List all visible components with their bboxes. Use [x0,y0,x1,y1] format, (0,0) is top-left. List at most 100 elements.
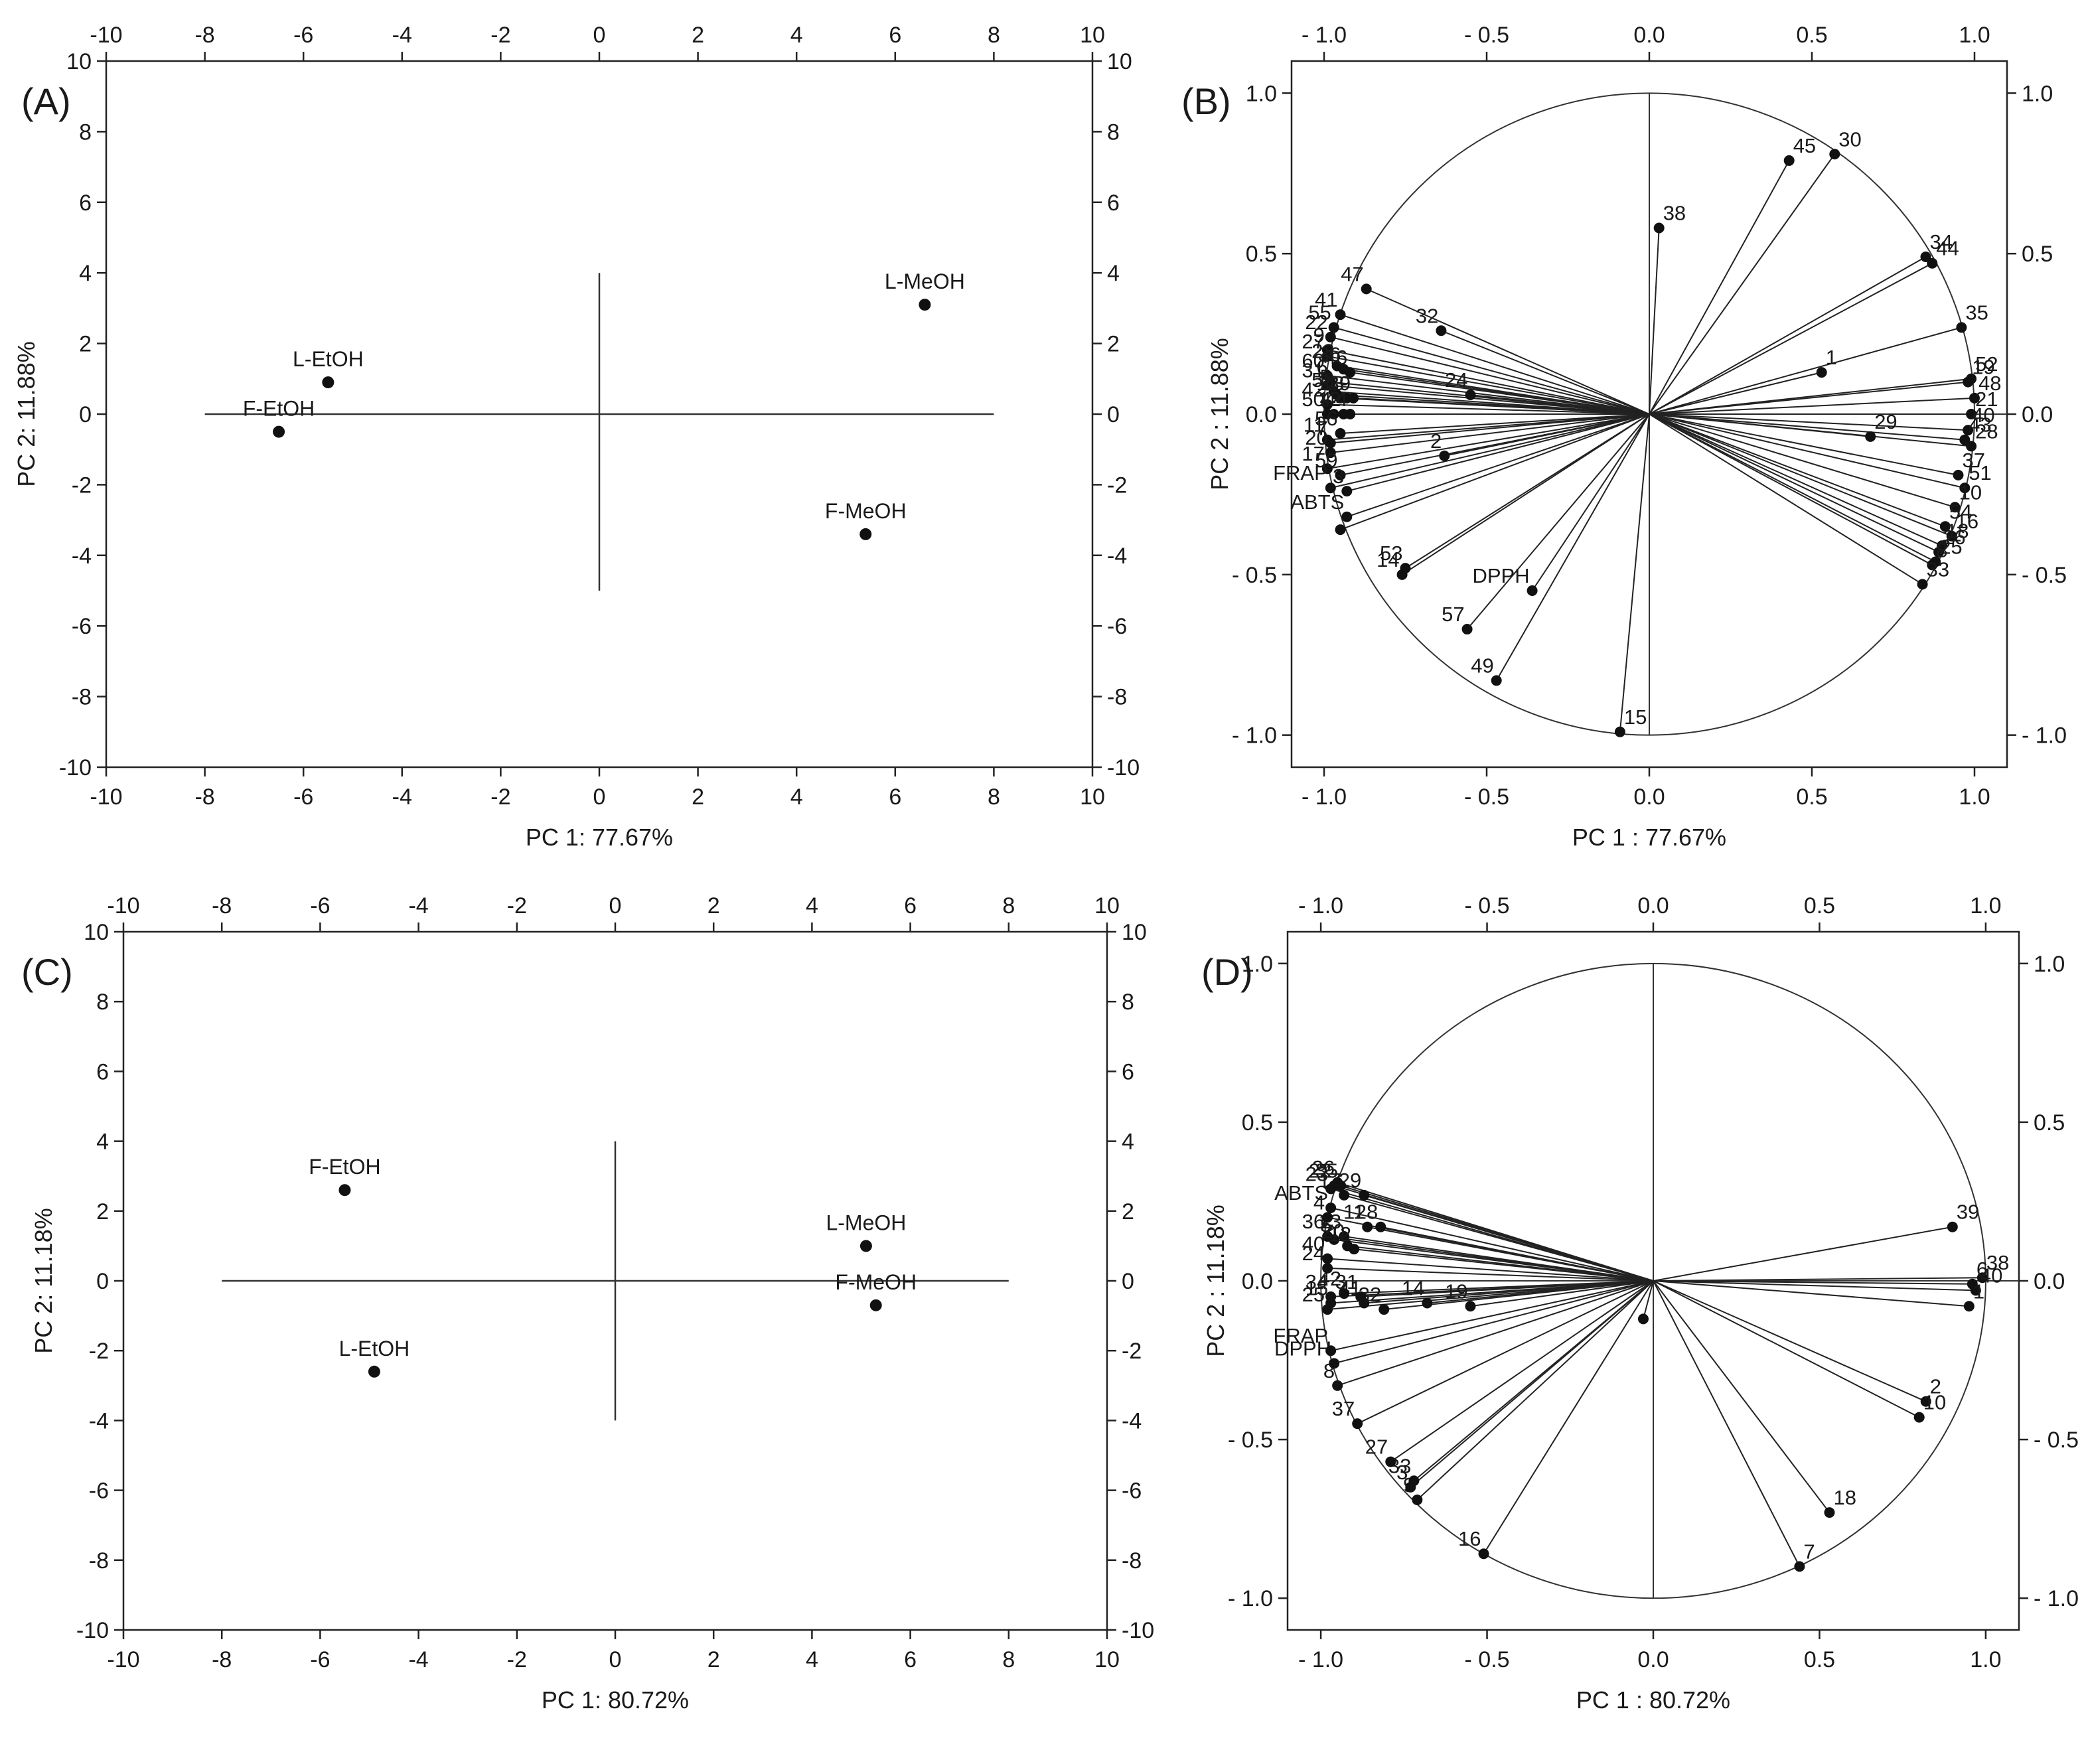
loading-point [1927,257,1938,269]
loading-vector [1649,413,1965,489]
loading-point-label: 19 [1972,356,1994,379]
x-tick-label-top: 0.5 [1796,23,1827,48]
loading-vector [1330,413,1650,454]
loading-point-label: 40 [1972,404,1994,427]
y-tick-label-right: 2 [1122,1199,1134,1224]
loading-vector [1333,327,1650,415]
x-tick-label-bottom: -6 [310,1647,330,1672]
loading-point [1865,431,1876,442]
score-point-label: F-MeOH [835,1270,917,1294]
loading-vector [1330,1188,1654,1282]
loading-vector [1327,384,1650,415]
score-point [322,376,335,389]
x-tick-label-bottom: 10 [1080,784,1105,810]
x-tick-label-top: 0.5 [1804,893,1835,919]
x-tick-label-bottom: 0.0 [1633,784,1665,810]
loading-point [1439,450,1450,461]
y-tick-label-right: 6 [1122,1059,1134,1084]
loading-point [1412,1494,1423,1505]
y-tick-label-right: 8 [1107,119,1120,145]
x-tick-label-top: 0.0 [1633,23,1665,48]
loading-point [1339,1288,1350,1299]
loading-vector [1357,1280,1654,1425]
x-tick-label-top: 2 [708,893,720,919]
x-tick-label-bottom: 6 [904,1647,917,1672]
x-tick-label-top: -4 [392,23,412,48]
loading-point-label: 24 [1302,1242,1325,1265]
x-tick-label-top: 4 [790,23,803,48]
y-axis-title: PC 2 : 11.18% [1202,1205,1229,1357]
loading-point-label: 38 [1663,201,1686,224]
loading-point [1824,1507,1835,1518]
loading-point-label: 49 [1471,654,1493,677]
loading-point-label: 15 [1624,705,1647,729]
loading-point [1335,309,1346,321]
score-point-label: L-EtOH [293,347,364,371]
loading-point-label: 42 [1302,378,1324,401]
loading-point [1322,1262,1333,1274]
loading-point [1321,350,1333,362]
loading-point-label: 48 [1978,372,2001,395]
score-point-label: F-EtOH [243,397,315,421]
y-tick-label-left: -2 [72,473,92,498]
y-tick-label-right: -2 [1122,1339,1142,1364]
x-tick-label-bottom: -8 [194,784,214,810]
loading-point [1375,1221,1386,1232]
loading-vector [1354,1248,1654,1282]
loading-vector [1649,262,1933,415]
loading-point [1335,524,1346,536]
loading-point [1966,373,1977,384]
loading-vector [1649,397,1975,415]
y-tick-label-right: 10 [1122,920,1147,945]
loading-point-label: 22 [1305,311,1327,334]
loading-vector [1483,1280,1654,1554]
y-tick-label-left: 6 [79,190,92,216]
loading-vector [1649,256,1926,415]
y-tick-label-right: 1.0 [2022,81,2053,106]
loading-point-label: 3 [1333,465,1344,488]
x-tick-label-top: 8 [988,23,1000,48]
loading-point [1322,1253,1333,1264]
loading-point-label: 43 [1969,413,1991,437]
loading-point [1478,1548,1489,1560]
loading-point-label: 52 [1975,352,1998,376]
x-axis-title: PC 1: 80.72% [542,1686,689,1714]
loading-point-label: 35 [1315,1159,1338,1183]
loading-point-label: 58 [1311,368,1334,392]
y-axis-title: PC 2 : 11.88% [1206,338,1233,490]
loading-vector [1353,397,1650,415]
x-tick-label-bottom: -10 [90,784,122,810]
loading-point [1653,222,1665,234]
loading-point-label: 25 [1302,1283,1325,1306]
loading-point [1959,434,1971,445]
panel-d: - 1.0 - 1.0 - 0.5 - 0.5 0.0 0.0 0.5 0.5 1.0 1.0 - … [1201,893,2079,1714]
x-tick-label-bottom: 0 [593,784,606,810]
loading-point-label: 33 [1927,557,1949,581]
x-tick-label-bottom: 0 [609,1647,622,1672]
loading-point-label: 60 [1302,349,1324,372]
loading-point [1956,322,1967,333]
loading-point [1385,1456,1396,1467]
y-tick-label-left: 8 [96,990,109,1015]
x-tick-label-bottom: -10 [107,1647,139,1672]
score-point [859,1240,872,1252]
x-tick-label-top: 2 [692,23,704,48]
x-tick-label-bottom: 4 [790,784,803,810]
x-tick-label-top: 6 [904,893,917,919]
loading-point-label: 20 [1322,1219,1345,1242]
y-tick-label-right: 8 [1122,990,1134,1015]
loading-point-label: FRAP [1273,461,1328,484]
x-tick-label-bottom: 0.5 [1804,1647,1835,1672]
x-tick-label-bottom: -2 [507,1647,527,1672]
loading-vector [1653,1280,1973,1285]
score-point [859,528,872,540]
y-tick-label-right: - 1.0 [2022,723,2067,749]
score-point-label: L-EtOH [339,1337,410,1360]
x-tick-label-top: -8 [194,23,214,48]
x-tick-label-bottom: 8 [1002,1647,1015,1672]
x-tick-label-top: 0 [593,23,606,48]
loading-point-label: 44 [1936,237,1959,260]
loading-point-label: 27 [1302,330,1324,353]
loading-point [1947,1221,1958,1232]
